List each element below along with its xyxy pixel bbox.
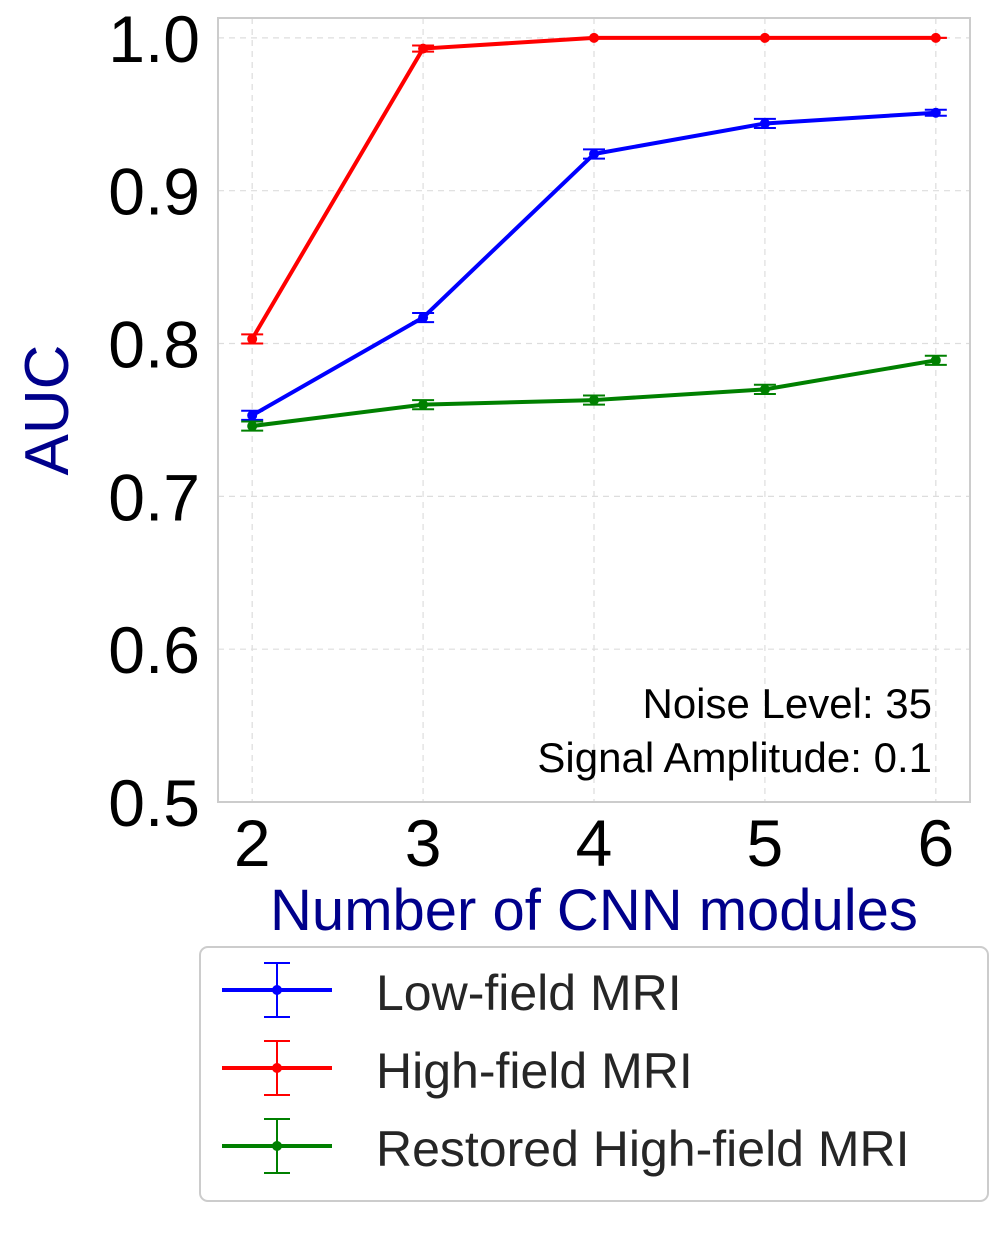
data-point-restored-0: [247, 421, 258, 432]
data-point-restored-1: [418, 399, 429, 410]
data-point-low-field-4: [930, 107, 941, 118]
x-tick-labels: 2 3 4 5 6: [234, 806, 954, 880]
legend: Low-field MRI High-field MRI Restored Hi…: [199, 946, 989, 1202]
x-tick-label-2: 4: [576, 806, 613, 880]
data-point-high-field-2: [589, 32, 599, 43]
y-tick-label-1: 0.6: [108, 613, 200, 687]
data-point-low-field-2: [589, 149, 599, 160]
y-tick-labels: 0.5 0.6 0.7 0.8 0.9 1.0: [108, 2, 200, 840]
data-point-restored-2: [589, 395, 599, 406]
signal-amplitude-annotation: Signal Amplitude: 0.1: [537, 734, 932, 781]
data-point-restored-3: [759, 384, 770, 395]
data-point-low-field-0: [247, 410, 258, 421]
data-point-low-field-3: [759, 118, 770, 129]
data-point-high-field-4: [930, 32, 941, 43]
x-tick-label-4: 6: [917, 806, 954, 880]
series-restored: [241, 354, 947, 432]
data-point-high-field-1: [418, 43, 429, 54]
series-low-field: [241, 107, 947, 421]
legend-marker-high-field: [222, 1040, 332, 1096]
data-point-restored-4: [930, 355, 941, 366]
y-tick-label-3: 0.8: [108, 308, 200, 382]
data-series: [241, 32, 947, 432]
noise-level-annotation: Noise Level: 35: [642, 680, 932, 727]
data-point-low-field-1: [418, 312, 429, 323]
y-tick-label-4: 0.9: [108, 155, 200, 229]
legend-marker-low-field: [222, 962, 332, 1018]
x-tick-label-0: 2: [234, 806, 271, 880]
x-tick-label-3: 5: [747, 806, 784, 880]
legend-box: [199, 946, 989, 1202]
series-high-field: [241, 32, 947, 345]
plot-frame: [217, 17, 971, 803]
legend-label-high-field: High-field MRI: [376, 1043, 693, 1099]
data-point-high-field-3: [759, 32, 770, 43]
y-tick-label-5: 1.0: [108, 2, 200, 76]
legend-markers: [222, 962, 332, 1174]
y-tick-label-0: 0.5: [108, 766, 200, 840]
legend-label-restored: Restored High-field MRI: [376, 1121, 910, 1177]
legend-label-low-field: Low-field MRI: [376, 965, 682, 1021]
y-tick-label-2: 0.7: [108, 460, 200, 534]
x-tick-label-1: 3: [405, 806, 442, 880]
data-point-high-field-0: [247, 333, 258, 344]
legend-marker-restored: [222, 1118, 332, 1174]
x-axis-title: Number of CNN modules: [270, 878, 918, 943]
y-axis-title: AUC: [13, 345, 82, 476]
